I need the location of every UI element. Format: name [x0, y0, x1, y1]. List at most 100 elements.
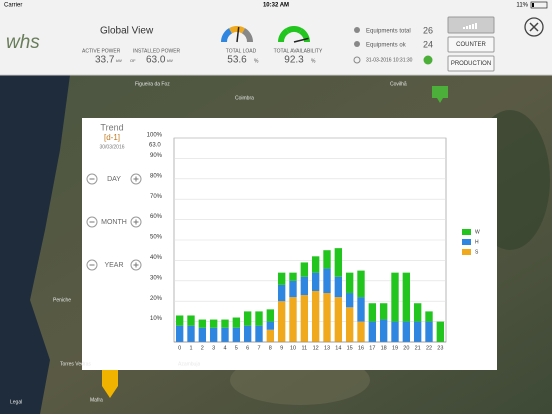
- legend-swatch: [462, 249, 471, 255]
- header-button[interactable]: [447, 55, 495, 72]
- bar-segment: [379, 319, 388, 342]
- bar-segment: [334, 276, 343, 298]
- bar-segment: [345, 293, 354, 308]
- clock-icon: [353, 56, 361, 64]
- bar-segment: [255, 325, 263, 342]
- clock: 10:32 AM: [263, 3, 289, 9]
- bar-segment: [402, 321, 411, 342]
- bar-segment: [187, 315, 195, 326]
- map-pin[interactable]: [102, 370, 118, 398]
- bar-segment: [255, 311, 263, 326]
- bar-segment: [334, 248, 343, 277]
- y-tick-label: 50%: [150, 235, 163, 241]
- bar-segment: [379, 303, 388, 320]
- bar-segment: [289, 272, 297, 281]
- x-tick-label: 17: [369, 345, 375, 351]
- y-tick-label: 100%: [147, 133, 163, 139]
- active-power-unit: kW: [116, 58, 122, 63]
- bar-segment: [209, 327, 218, 342]
- bar-segment: [436, 321, 445, 342]
- gauge-value: 53.6: [227, 55, 247, 66]
- header-button-label: PRODUCTION: [451, 61, 491, 67]
- x-tick-label: 20: [403, 345, 409, 351]
- plus-icon: [133, 262, 139, 268]
- x-tick-label: 19: [392, 345, 398, 351]
- gauge-label: TOTAL LOAD: [226, 48, 257, 54]
- gauge-arc: [278, 28, 290, 43]
- equipments-ok-label: Equipments ok: [366, 43, 407, 49]
- bar-segment: [266, 329, 275, 342]
- bar-segment: [391, 321, 399, 342]
- bar-segment: [323, 250, 331, 269]
- x-tick-label: 21: [415, 345, 421, 351]
- x-tick-label: 9: [280, 345, 283, 351]
- bar-segment: [187, 325, 195, 342]
- bar-segment: [175, 315, 184, 326]
- bar-segment: [357, 297, 365, 322]
- bar-segment: [334, 297, 343, 342]
- x-tick-label: 4: [223, 345, 226, 351]
- x-tick-label: 18: [381, 345, 387, 351]
- bar-segment: [300, 262, 309, 277]
- page-title: Global View: [100, 26, 154, 37]
- map-label: Peniche: [53, 297, 71, 303]
- header-button[interactable]: [447, 36, 495, 53]
- x-tick-label: 15: [347, 345, 353, 351]
- x-tick-label: 14: [335, 345, 341, 351]
- bar-segment: [198, 327, 207, 342]
- bar-segment: [311, 272, 320, 291]
- bar-segment: [289, 297, 297, 342]
- bar-segment: [198, 319, 207, 328]
- bar-segment: [368, 303, 377, 322]
- y-tick-label: 80%: [150, 173, 163, 179]
- y-tick-label: 10%: [150, 316, 163, 322]
- equipments-ok-value: 24: [423, 39, 433, 49]
- y-tick-label: 90%: [150, 153, 163, 159]
- gauge-unit: %: [311, 58, 316, 64]
- logo: whs: [6, 32, 40, 53]
- max-label: 63.0: [149, 143, 161, 149]
- x-tick-label: 11: [301, 345, 307, 351]
- trend-date: 30/03/2016: [99, 144, 124, 150]
- gauge-arc: [241, 28, 253, 43]
- x-tick-label: 7: [257, 345, 260, 351]
- gauge-value: 92.3: [284, 55, 304, 66]
- map-label: Torres Vedras: [60, 361, 91, 367]
- battery-fill: [532, 3, 534, 7]
- gauge-needle: [236, 27, 240, 43]
- map-label: Legal: [10, 399, 22, 405]
- bar-segment: [175, 325, 184, 342]
- bar-segment: [221, 319, 229, 328]
- x-tick-label: 23: [437, 345, 443, 351]
- bar-segment: [345, 272, 354, 294]
- x-tick-label: 0: [178, 345, 181, 351]
- bar-segment: [232, 327, 241, 342]
- installed-power-value: 63.0: [146, 55, 166, 66]
- bar-segment: [345, 307, 354, 342]
- header-button-label: COUNTER: [456, 42, 486, 48]
- battery-level: 11%: [516, 3, 528, 9]
- y-tick-label: 20%: [150, 296, 163, 302]
- bar-segment: [357, 321, 365, 342]
- equipments-total-label: Equipments total: [366, 29, 411, 35]
- x-tick-label: 12: [313, 345, 319, 351]
- signal-bar: [463, 27, 465, 29]
- close-button[interactable]: [524, 17, 544, 37]
- bar-segment: [243, 325, 252, 342]
- x-tick-label: 2: [201, 345, 204, 351]
- bar-segment: [277, 272, 286, 285]
- bar-segment: [413, 303, 422, 322]
- x-tick-label: 16: [358, 345, 364, 351]
- signal-bar: [466, 26, 468, 29]
- ocean: [0, 75, 70, 414]
- map-pin[interactable]: [432, 86, 448, 103]
- bar-segment: [300, 295, 309, 342]
- bar-segment: [323, 268, 331, 294]
- active-power-label: ACTIVE POWER: [82, 48, 121, 54]
- gauge-arc: [221, 28, 233, 43]
- bar-segment: [277, 301, 286, 342]
- bar-segment: [232, 317, 241, 328]
- map-label: Coimbra: [235, 95, 254, 101]
- bar-segment: [243, 311, 252, 326]
